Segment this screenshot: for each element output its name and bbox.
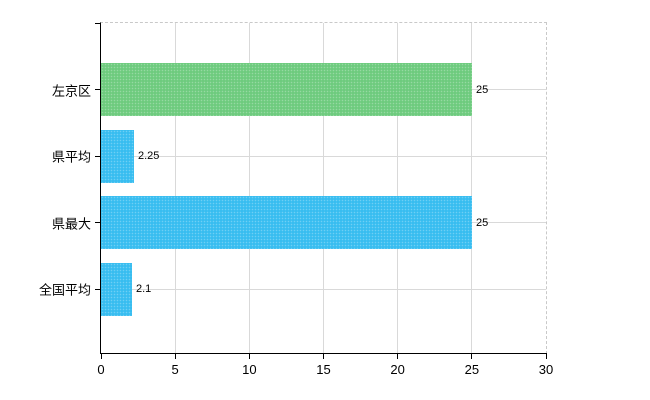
x-tick-label: 10 — [242, 362, 257, 377]
category-label: 県最大 — [51, 216, 91, 231]
y-axis-tick — [95, 155, 101, 157]
x-tick-label: 15 — [316, 362, 331, 377]
gridline-vertical — [174, 23, 176, 353]
x-axis-tick — [248, 353, 250, 359]
gridline-vertical — [397, 23, 399, 353]
bar — [101, 196, 472, 249]
category-label: 全国平均 — [38, 282, 91, 298]
x-axis-tick — [471, 353, 473, 359]
y-axis-tick — [95, 222, 101, 223]
x-tick-label: 20 — [390, 362, 405, 377]
gridline-horizontal — [101, 155, 546, 157]
bar — [101, 262, 132, 316]
gridline-vertical — [248, 23, 250, 353]
x-axis-tick — [545, 353, 547, 359]
x-axis-tick — [174, 353, 176, 359]
x-axis-tick — [397, 353, 399, 359]
gridline-vertical — [471, 23, 473, 353]
bar — [101, 63, 472, 116]
gridline-horizontal — [101, 288, 546, 290]
plot-area: 0 5 10 15 20 25 30 25 左京区 2.25 県平均 25 県最大 2.1 全国平均 — [39, 22, 553, 377]
bar-value-label: 2.1 — [136, 283, 152, 295]
bar-value-label: 2.25 — [138, 150, 160, 162]
y-axis-tick — [95, 288, 101, 290]
category-label: 左京区 — [51, 83, 91, 98]
bar — [101, 129, 134, 183]
x-tick-label: 0 — [97, 362, 105, 377]
x-tick-label: 5 — [171, 362, 179, 377]
bar-value-label: 25 — [476, 216, 489, 229]
gridline-vertical — [323, 23, 324, 353]
x-axis-tick — [100, 353, 102, 359]
x-axis-tick — [323, 353, 324, 359]
category-label: 県平均 — [51, 149, 91, 165]
x-tick-label: 30 — [538, 362, 554, 377]
y-axis-end-tick — [95, 23, 101, 24]
x-tick-label: 25 — [464, 362, 480, 377]
y-axis-tick — [95, 89, 101, 90]
bar-value-label: 25 — [476, 83, 489, 96]
